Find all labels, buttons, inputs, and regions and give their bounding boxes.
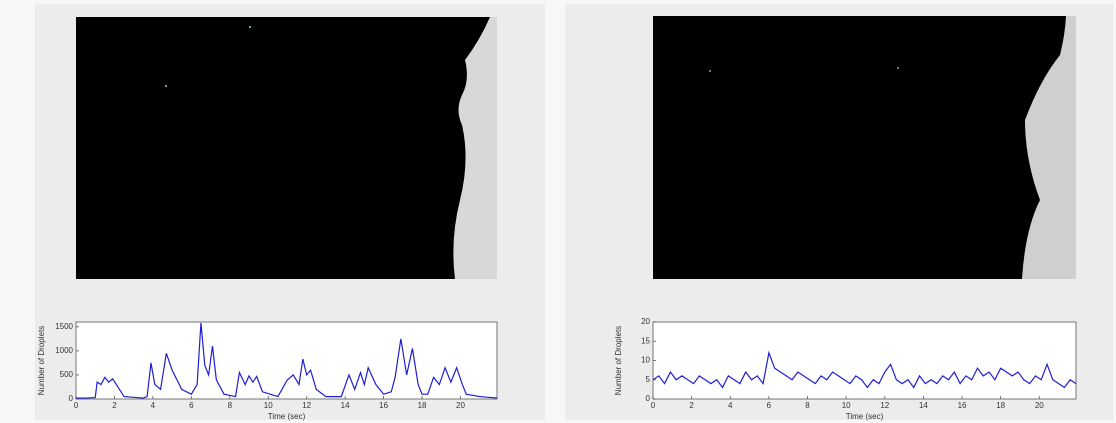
x-tick-label: 4 bbox=[151, 401, 156, 410]
x-tick-label: 4 bbox=[728, 401, 733, 410]
x-tick-label: 12 bbox=[302, 401, 311, 410]
x-axis-label: Time (sec) bbox=[846, 412, 884, 421]
x-tick-label: 18 bbox=[418, 401, 427, 410]
y-tick-label: 500 bbox=[60, 370, 74, 379]
y-tick-label: 5 bbox=[646, 375, 651, 384]
droplet bbox=[249, 26, 251, 28]
camera-image bbox=[653, 16, 1076, 279]
data-line bbox=[652, 350, 1077, 389]
x-axis-label: Time (sec) bbox=[268, 412, 306, 421]
droplet bbox=[165, 85, 167, 87]
x-tick-label: 6 bbox=[189, 401, 194, 410]
x-tick-label: 10 bbox=[842, 401, 851, 410]
x-tick-label: 12 bbox=[880, 401, 889, 410]
face-silhouette bbox=[453, 17, 497, 279]
x-tick-label: 10 bbox=[264, 401, 273, 410]
x-tick-label: 6 bbox=[767, 401, 772, 410]
y-tick-label: 1000 bbox=[55, 346, 73, 355]
x-tick-label: 2 bbox=[112, 401, 117, 410]
x-tick-label: 14 bbox=[341, 401, 350, 410]
x-tick-label: 0 bbox=[651, 401, 656, 410]
y-tick-label: 20 bbox=[641, 317, 650, 326]
data-line bbox=[76, 322, 498, 399]
y-tick-label: 1500 bbox=[55, 322, 73, 331]
x-tick-label: 2 bbox=[689, 401, 694, 410]
droplet bbox=[709, 70, 711, 72]
plot-area bbox=[652, 321, 1077, 400]
y-axis-label: Number of Droplets bbox=[614, 326, 623, 395]
y-tick-label: 0 bbox=[646, 394, 651, 403]
y-axis-label: Number of Droplets bbox=[37, 326, 46, 395]
x-tick-label: 16 bbox=[958, 401, 967, 410]
x-tick-label: 0 bbox=[74, 401, 79, 410]
x-tick-label: 20 bbox=[456, 401, 465, 410]
droplet bbox=[897, 67, 899, 69]
x-tick-label: 20 bbox=[1035, 401, 1044, 410]
y-tick-label: 0 bbox=[69, 394, 74, 403]
x-tick-label: 18 bbox=[996, 401, 1005, 410]
plot-area bbox=[75, 321, 498, 400]
x-tick-label: 8 bbox=[805, 401, 810, 410]
x-tick-label: 8 bbox=[228, 401, 233, 410]
face-silhouette bbox=[1022, 16, 1076, 279]
y-tick-label: 15 bbox=[641, 336, 650, 345]
camera-image bbox=[76, 17, 497, 279]
x-tick-label: 14 bbox=[919, 401, 928, 410]
x-tick-label: 16 bbox=[379, 401, 388, 410]
y-tick-label: 10 bbox=[641, 356, 650, 365]
